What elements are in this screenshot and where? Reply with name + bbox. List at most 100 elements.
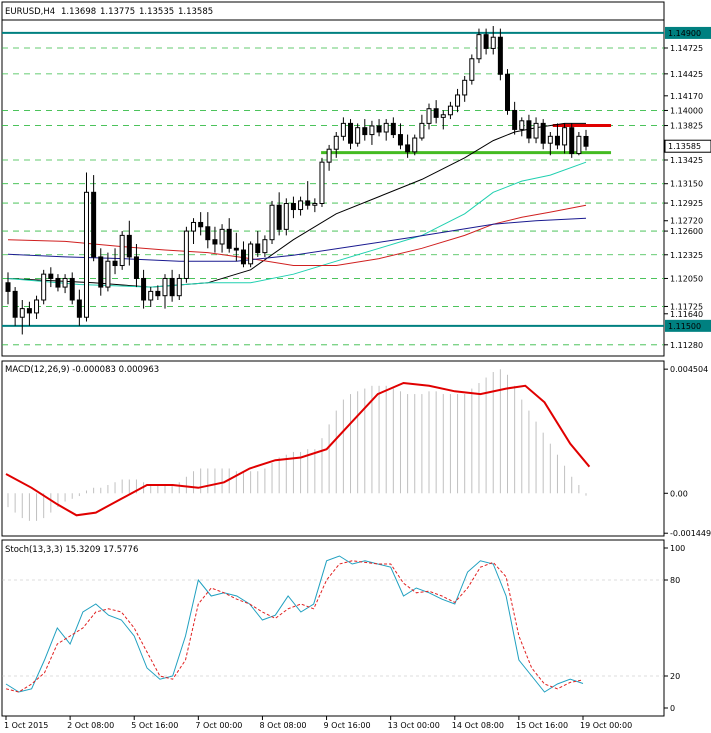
price-tick-label: 1.11500 <box>668 322 701 331</box>
price-tick-label: 1.14425 <box>670 70 703 79</box>
candle-body <box>233 247 239 251</box>
candle-body <box>333 135 339 150</box>
price-label-box <box>664 139 711 153</box>
candle-body <box>48 273 54 279</box>
candle-body <box>76 299 82 318</box>
candle-body <box>269 204 275 241</box>
price-tick-label: 1.13585 <box>668 142 701 151</box>
candle-body <box>19 308 25 318</box>
price-tick-label: 1.12720 <box>670 217 703 226</box>
price-tick-label: 1.12925 <box>670 199 703 208</box>
candle-body <box>183 230 189 279</box>
price-label-box <box>665 26 711 39</box>
x-axis: 1 Oct 2015 2 Oct 08:00 5 Oct 16:00 7 Oct 00… <box>4 716 632 730</box>
candle-body <box>41 273 47 301</box>
candle-body <box>576 135 582 155</box>
x-tick-label: 2 Oct 08:00 <box>67 721 114 730</box>
candle-body <box>305 200 311 206</box>
ohlc-open: 1.13698 <box>61 7 96 17</box>
candle-body <box>526 120 532 139</box>
candle-body <box>55 277 61 288</box>
price-tick-label: 1.14900 <box>668 29 701 38</box>
stoch-main-line <box>5 555 584 693</box>
candle-body <box>176 277 182 297</box>
ohlc-low: 1.13535 <box>139 7 174 17</box>
candle-body <box>512 109 518 130</box>
candle-body <box>83 191 89 318</box>
macd-tick-label: 0.004504 <box>670 365 708 374</box>
candle-body <box>483 34 489 49</box>
candle-body <box>440 114 446 118</box>
x-tick-label: 7 Oct 00:00 <box>195 721 242 730</box>
x-tick-label: 8 Oct 08:00 <box>259 721 306 730</box>
price-tick-label: 1.14000 <box>670 106 703 115</box>
candle-body <box>469 58 475 81</box>
candle-body <box>419 122 425 139</box>
stochastic-pane: 100 80 20 0 <box>1 539 685 717</box>
candle-body <box>5 282 11 292</box>
candle-body <box>162 277 168 297</box>
macd-tick-label: 0.00 <box>670 489 688 498</box>
candle-body <box>112 260 118 267</box>
macd-title: MACD(12,26,9) -0.000083 0.000963 <box>5 365 159 375</box>
candle-body <box>533 122 539 139</box>
price-label-box <box>665 319 711 332</box>
candle-body <box>212 239 218 245</box>
candle-body <box>426 108 432 124</box>
x-tick-label: 19 Oct 00:00 <box>580 721 632 730</box>
candle-body <box>433 108 439 118</box>
candle-body <box>26 308 32 314</box>
candle-body <box>462 79 468 96</box>
candle-body <box>397 134 403 146</box>
candle-body <box>255 243 261 254</box>
price-tick-label: 1.11640 <box>670 310 703 319</box>
candle-body <box>312 203 318 206</box>
x-tick-label: 1 Oct 2015 <box>4 721 48 730</box>
candle-body <box>490 36 496 49</box>
candle-body <box>34 299 40 314</box>
price-tick-label: 1.13425 <box>670 156 703 165</box>
pane-frame <box>1 539 665 717</box>
x-tick-label: 15 Oct 16:00 <box>516 721 568 730</box>
candle-body <box>383 122 389 133</box>
candle-body <box>148 290 154 301</box>
candle-body <box>283 203 289 230</box>
candle-body <box>248 243 254 265</box>
candle-body <box>369 125 375 136</box>
candle-body <box>205 226 211 241</box>
x-tick-label: 5 Oct 16:00 <box>131 721 178 730</box>
stoch-signal-line <box>5 560 584 693</box>
price-chart-title: EURUSD,H4 <box>5 7 55 17</box>
candle-body <box>348 122 354 144</box>
candle-body <box>519 120 525 130</box>
price-tick-label: 1.12600 <box>670 227 703 236</box>
pane-frame <box>1 360 665 537</box>
candle-body <box>455 94 461 107</box>
x-tick-label: 14 Oct 08:00 <box>452 721 504 730</box>
moving-average-line <box>7 161 587 288</box>
candle-body <box>505 73 511 111</box>
price-tick-label: 1.14170 <box>670 92 703 101</box>
price-pane: 1.14900 1.14725 1.14425 1.14170 1.14000 1.138… <box>1 1 711 357</box>
candle-body <box>447 105 453 116</box>
candle-body <box>569 127 575 155</box>
candle-body <box>141 277 147 301</box>
candle-body <box>105 260 111 288</box>
candle-body <box>476 34 482 60</box>
pane-frame <box>1 1 665 357</box>
candle-body <box>376 125 382 133</box>
candle-body <box>355 127 361 144</box>
price-tick-label: 1.11280 <box>670 341 703 350</box>
candle-body <box>412 137 418 153</box>
candle-body <box>583 135 589 147</box>
candle-body <box>405 144 411 153</box>
candle-body <box>319 161 325 205</box>
candle-body <box>126 234 132 258</box>
price-tick-label: 1.11725 <box>670 302 703 311</box>
candle-body <box>540 122 546 144</box>
candle-body <box>240 249 246 265</box>
stoch-tick-label: 100 <box>670 544 685 553</box>
candle-body <box>91 191 97 258</box>
macd-signal-line <box>5 381 591 517</box>
